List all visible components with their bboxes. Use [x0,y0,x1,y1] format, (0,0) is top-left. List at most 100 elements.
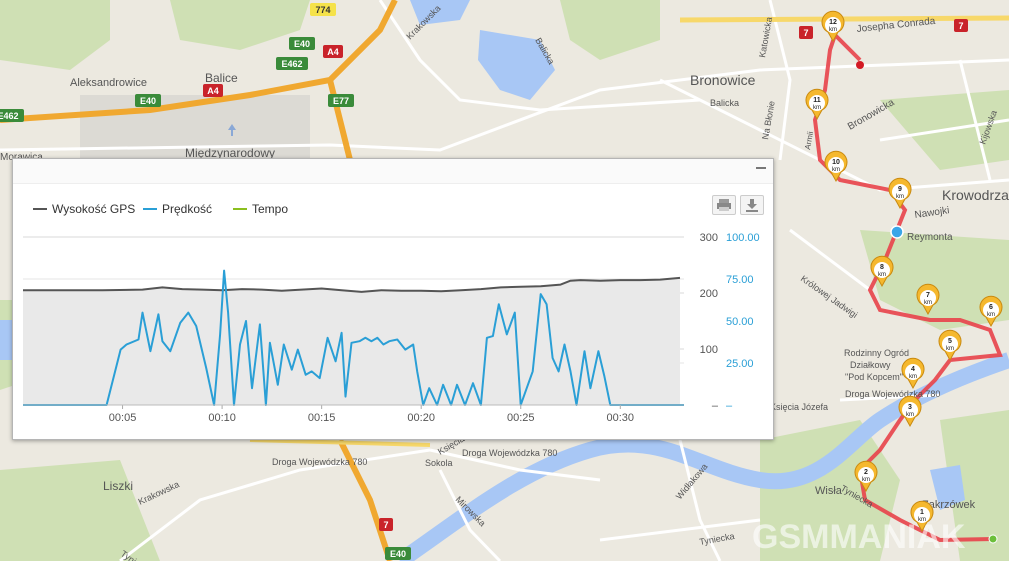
km-marker-2[interactable]: 2km [854,460,878,493]
panel-header [13,159,773,184]
km-marker-unit: km [813,105,821,111]
km-marker-unit: km [906,412,914,418]
place-label-balice: Balice [205,71,238,85]
road-shield-a4b: A4 [203,84,223,97]
place-label-bronowice: Bronowice [690,72,756,88]
km-marker-number: 6 [989,304,993,311]
street-label-droga3: Droga Wojewódzka 780 [462,448,557,458]
y-right-tick-label: 100.00 [726,232,760,244]
km-marker-5[interactable]: 5km [938,329,962,362]
road-shield-e40b: E40 [135,94,161,107]
x-tick-label: 00:10 [208,412,236,424]
svg-text:E462: E462 [0,111,19,121]
km-marker-unit: km [878,272,886,278]
km-marker-number: 11 [813,97,821,104]
street-label-armii: Armii [803,131,815,151]
km-marker-number: 2 [864,469,868,476]
km-marker-number: 3 [908,404,912,411]
km-marker-7[interactable]: 7km [916,283,940,316]
series-area-elevation [23,277,681,405]
x-tick-label: 00:25 [507,412,535,424]
svg-text:E40: E40 [390,549,406,559]
series-line-speed [23,269,684,406]
road-shield-s7c: 7 [379,518,393,531]
svg-text:7: 7 [958,21,963,31]
place-label-liszki: Liszki [103,479,133,493]
download-button[interactable] [740,195,764,215]
y-left-tick-label: 200 [700,288,718,300]
legend-item-0[interactable]: Wysokość GPS [33,202,135,216]
position-marker[interactable] [890,225,904,239]
km-marker-6[interactable]: 6km [979,295,1003,328]
download-icon [746,199,758,212]
street-label-droga2: Droga Wojewódzka 780 [272,457,367,467]
km-marker-unit: km [909,374,917,380]
street-label-balicka2: Balicka [710,98,739,108]
road-shield-s774: 774 [310,3,336,16]
series-line-elevation [23,276,681,293]
print-button[interactable] [712,195,736,215]
street-label-ksiecia1: Księcia Józefa [770,402,828,412]
km-marker-number: 8 [880,264,884,271]
svg-text:E462: E462 [281,59,302,69]
road-shield-e40a: E40 [289,37,315,50]
place-label-miedzynarodowy: Międzynarodowy [185,146,275,160]
km-marker-3[interactable]: 3km [898,395,922,428]
y-left-tick-label: – [712,400,719,412]
km-marker-unit: km [829,27,837,33]
km-marker-number: 1 [920,509,924,516]
road-shield-e77: E77 [328,94,354,107]
place-label-sokola: Sokola [425,458,453,468]
km-marker-1[interactable]: 1km [910,500,934,533]
lakes [0,0,965,510]
km-marker-unit: km [987,312,995,318]
svg-text:A4: A4 [207,86,219,96]
y-right-tick-label: – [726,400,733,412]
legend-label: Prędkość [162,202,212,216]
minimize-button[interactable] [755,161,767,173]
place-label-wisla: Wisła [815,485,843,497]
km-marker-number: 4 [911,366,915,373]
x-tick-label: 00:15 [308,412,336,424]
route-end-dot [856,61,864,69]
km-marker-unit: km [946,346,954,352]
print-icon [717,199,731,211]
place-label-aleksandrowice: Aleksandrowice [70,77,147,89]
legend-label: Tempo [252,202,288,216]
street-label-nawojki: Nawojki [914,205,950,221]
road-shield-s7a: 7 [799,26,813,39]
road-shield-e462b: E462 [0,109,24,122]
y-right-tick-label: 75.00 [726,274,754,286]
x-tick-label: 00:20 [407,412,435,424]
legend-item-2[interactable]: Tempo [233,202,288,216]
road-shield-e40c: E40 [385,547,411,560]
svg-text:7: 7 [803,28,808,38]
chart: Wysokość GPS Prędkość Tempo 00:05 00:10 00:15… [23,202,760,424]
km-marker-number: 9 [898,186,902,193]
watermark: GSMMANIAK [752,518,966,556]
km-marker-unit: km [896,194,904,200]
legend-item-1[interactable]: Prędkość [143,202,212,216]
y-left-tick-label: 300 [700,232,718,244]
km-marker-8[interactable]: 8km [870,255,894,288]
km-marker-unit: km [862,477,870,483]
legend-label: Wysokość GPS [52,202,135,216]
x-tick-label: 00:05 [109,412,137,424]
elevation-speed-panel: Wysokość GPS Prędkość Tempo 00:05 00:10 00:15… [12,158,774,440]
airport-icon [228,124,236,136]
place-label-rog3: "Pod Kopcem" [845,372,903,382]
svg-text:A4: A4 [327,47,339,57]
road-shield-s7b: 7 [954,19,968,32]
place-label-krowodrza: Krowodrza [942,187,1009,203]
km-marker-4[interactable]: 4km [901,357,925,390]
y-right-tick-label: 25.00 [726,358,754,370]
km-marker-9[interactable]: 9km [888,177,912,210]
svg-text:E77: E77 [333,96,349,106]
y-right-tick-label: 50.00 [726,316,754,328]
road-shield-a4a: A4 [323,45,343,58]
